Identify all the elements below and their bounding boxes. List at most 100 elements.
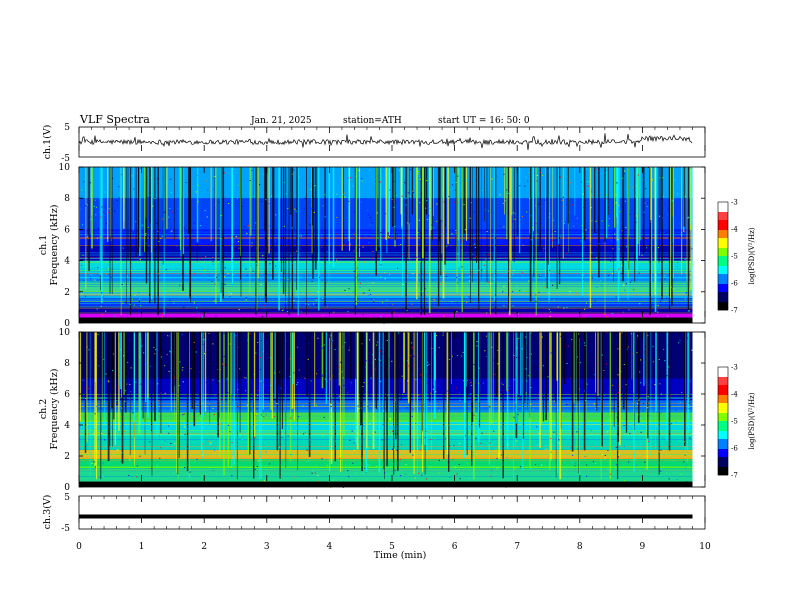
ch1-spectrogram-image: [79, 167, 694, 324]
colorbar-swatch: [718, 278, 728, 281]
colorbar-tick-label: -7: [731, 307, 738, 315]
colorbar-swatch: [718, 437, 728, 440]
time-tick-label: 5: [389, 542, 395, 552]
colorbar-swatch: [718, 379, 728, 382]
colorbar-swatch: [718, 204, 728, 207]
colorbar-swatch: [718, 381, 728, 384]
colorbar-swatch: [718, 210, 728, 213]
frequency-tick-label: 6: [64, 390, 70, 400]
colorbar-swatch: [718, 272, 728, 275]
ch2-spectrogram-channel-label: ch.2: [38, 399, 49, 420]
ch1-frequency-ylabel: Frequency (kHz): [49, 205, 60, 286]
colorbar-swatch: [718, 212, 728, 215]
colorbar-swatch: [718, 258, 728, 261]
colorbar-swatch: [718, 304, 728, 307]
colorbar-swatch: [718, 431, 728, 434]
colorbar-swatch: [718, 397, 728, 400]
ch2-frequency-ylabel: Frequency (kHz): [49, 369, 60, 450]
time-axis-label: Time (min): [374, 550, 427, 561]
colorbar-swatch: [718, 254, 728, 257]
frequency-tick-label: 8: [64, 359, 70, 369]
ch1-spectrogram-panel: 0 2 4 6 8 10 ch.1 Frequency (kHz): [38, 163, 706, 329]
start-time-label: start UT = 16: 50: 0: [438, 116, 530, 126]
ch1-colorbar-frame: [717, 201, 729, 311]
ch1-waveform-line: [78, 133, 693, 151]
colorbar-swatch: [718, 284, 728, 287]
colorbar-swatch: [718, 449, 728, 452]
colorbar-swatch: [718, 252, 728, 255]
colorbar-swatch: [718, 383, 728, 386]
colorbar-swatch: [718, 296, 728, 299]
station-label: station=ATH: [343, 116, 402, 126]
ch1-waveform-ylabel: ch.1(V): [42, 125, 53, 160]
colorbar-swatch: [718, 270, 728, 273]
colorbar-swatch: [718, 232, 728, 235]
frequency-tick-label: 0: [64, 483, 70, 493]
colorbar-swatch: [718, 463, 728, 466]
colorbar-swatch: [718, 292, 728, 295]
colorbar-swatch: [718, 441, 728, 444]
time-tick-label: 10: [699, 542, 711, 552]
time-tick-label: 8: [577, 542, 583, 552]
colorbar-swatch: [718, 244, 728, 247]
time-tick-label: 4: [327, 542, 333, 552]
ch2-spectrogram-image: [79, 332, 694, 488]
colorbar-swatch: [718, 409, 728, 412]
colorbar-tick-label: -3: [731, 364, 738, 372]
frequency-tick-label: 10: [59, 328, 71, 338]
colorbar-swatch: [718, 377, 728, 380]
colorbar-swatch: [718, 457, 728, 460]
ch3-waveform-line: [79, 514, 693, 519]
colorbar-swatch: [718, 371, 728, 374]
colorbar-swatch: [718, 433, 728, 436]
frequency-tick-label: 10: [59, 163, 71, 173]
colorbar-swatch: [718, 228, 728, 231]
frequency-tick-label: 6: [64, 225, 70, 235]
time-tick-label: 7: [514, 542, 520, 552]
colorbar-swatch: [718, 264, 728, 267]
ch2-colorbar-frame: [717, 366, 729, 476]
colorbar-swatch: [718, 461, 728, 464]
colorbar-swatch: [718, 286, 728, 289]
colorbar-swatch: [718, 250, 728, 253]
colorbar-swatch: [718, 467, 728, 470]
colorbar-swatch: [718, 214, 728, 217]
time-axis: 0 1 2 3 4 5 6 7 8 9 10: [76, 127, 711, 552]
colorbar-swatch: [718, 288, 728, 291]
colorbar-swatch: [718, 413, 728, 416]
colorbar-swatch: [718, 395, 728, 398]
colorbar-swatch: [718, 373, 728, 376]
frequency-tick-label: 0: [64, 319, 70, 329]
colorbar-swatch: [718, 242, 728, 245]
colorbar-swatch: [718, 268, 728, 271]
colorbar-swatch: [718, 411, 728, 414]
frequency-tick-label: 8: [64, 194, 70, 204]
ch3-ytick-bottom: -5: [61, 524, 70, 534]
colorbar-swatch: [718, 216, 728, 219]
colorbar-swatch: [718, 447, 728, 450]
colorbar-swatch: [718, 427, 728, 430]
colorbar-swatch: [718, 415, 728, 418]
ch1-colorbar-label: log(PSD)(V²/Hz): [748, 227, 756, 284]
colorbar-tick-label: -7: [731, 472, 738, 480]
colorbar-swatch: [718, 256, 728, 259]
ch1-ytick-bottom: -5: [61, 154, 70, 164]
colorbar-swatch: [718, 453, 728, 456]
colorbar-swatch: [718, 218, 728, 221]
colorbar-swatch: [718, 445, 728, 448]
colorbar-swatch: [718, 471, 728, 474]
colorbar-swatch: [718, 423, 728, 426]
ch1-spectrogram-channel-label: ch.1: [38, 235, 49, 256]
colorbar-swatch: [718, 421, 728, 424]
colorbar-swatch: [718, 425, 728, 428]
colorbar-swatch: [718, 262, 728, 265]
colorbar-swatch: [718, 240, 728, 243]
colorbar-swatch: [718, 391, 728, 394]
colorbar-swatch: [718, 308, 728, 311]
colorbar-swatch: [718, 220, 728, 223]
colorbar-swatch: [718, 248, 728, 251]
colorbar-swatch: [718, 419, 728, 422]
colorbar-swatch: [718, 375, 728, 378]
colorbar-swatch: [718, 282, 728, 285]
colorbar-swatch: [718, 302, 728, 305]
